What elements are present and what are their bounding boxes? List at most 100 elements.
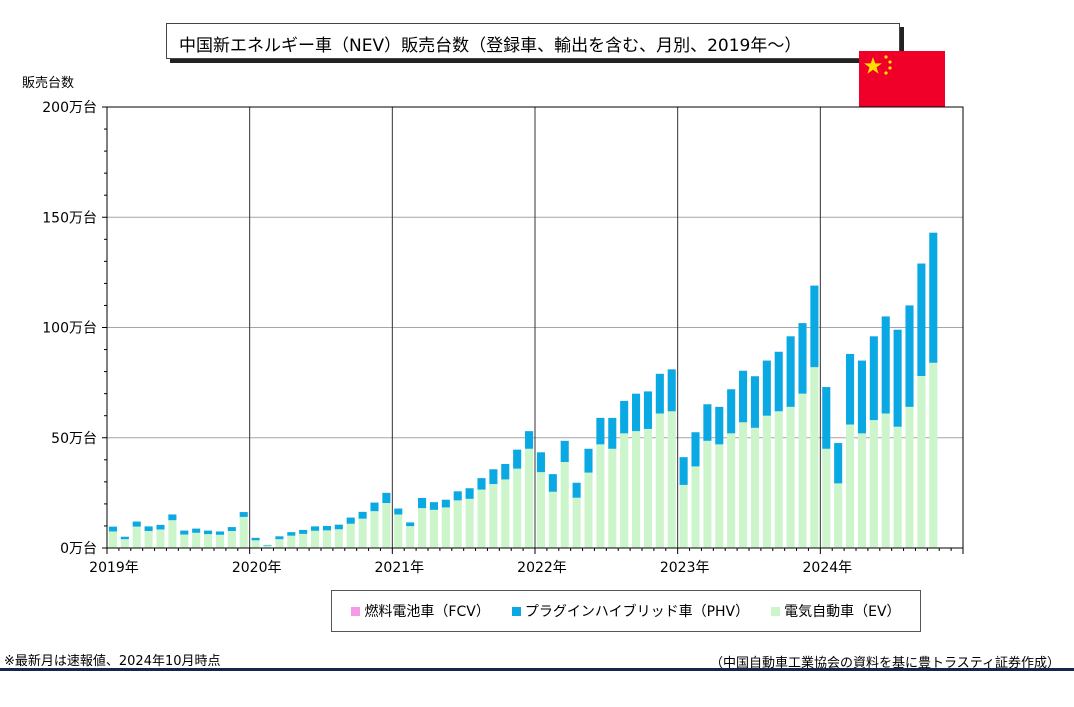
bar-phv-2019-12 (239, 512, 248, 517)
legend-label-ev: 電気自動車（EV） (784, 604, 901, 620)
y-tick-label: 200万台 (42, 100, 97, 116)
bar-phv-2019-10 (215, 531, 224, 535)
bar-phv-2024-01 (822, 387, 831, 449)
bar-ev-2021-02 (406, 526, 415, 548)
bar-phv-2020-11 (370, 502, 379, 512)
bar-ev-2020-11 (370, 511, 379, 548)
bar-phv-2020-03 (275, 536, 284, 540)
bar-phv-2020-01 (251, 537, 260, 541)
legend-label-fcv: 燃料電池車（FCV） (364, 604, 490, 620)
bar-ev-2019-12 (239, 516, 248, 548)
chart-title: 中国新エネルギー車（NEV）販売台数（登録車、輸出を含む、月別、2019年～） (179, 36, 802, 56)
bar-phv-2023-06 (739, 370, 748, 423)
bar-ev-2019-08 (192, 532, 201, 548)
bar-phv-2024-04 (857, 360, 866, 434)
bar-ev-2021-08 (477, 489, 486, 548)
bar-phv-2023-05 (727, 389, 736, 434)
bar-phv-2022-02 (548, 474, 557, 492)
legend-item-fcv: 燃料電池車（FCV） (351, 601, 490, 621)
bar-ev-2021-07 (465, 498, 474, 548)
bar-ev-2023-05 (727, 433, 736, 548)
x-year-label: 2021年 (375, 560, 425, 576)
legend-swatch-fcv (351, 606, 361, 616)
bar-phv-2021-08 (477, 478, 486, 490)
bar-ev-2022-03 (560, 462, 569, 548)
bar-phv-2023-03 (703, 404, 712, 441)
bar-phv-2023-07 (750, 376, 759, 428)
chart-legend: 燃料電池車（FCV） プラグインハイブリッド車（PHV） 電気自動車（EV） (331, 590, 921, 632)
bar-phv-2020-04 (287, 532, 296, 536)
bar-phv-2019-03 (132, 521, 141, 527)
bar-ev-2020-08 (334, 529, 343, 548)
bar-ev-2022-08 (620, 433, 629, 548)
bar-phv-2023-08 (762, 360, 771, 416)
bar-ev-2020-06 (311, 530, 320, 548)
x-year-label: 2024年 (803, 560, 853, 576)
bar-phv-2020-08 (334, 524, 343, 530)
bar-phv-2019-04 (144, 526, 153, 532)
bar-phv-2022-03 (560, 440, 569, 463)
bar-ev-2020-02 (263, 545, 272, 548)
bar-ev-2020-09 (346, 523, 355, 548)
bar-phv-2024-10 (929, 232, 938, 363)
bar-phv-2019-08 (192, 528, 201, 533)
bar-ev-2020-01 (251, 540, 260, 548)
bar-ev-2024-01 (822, 448, 831, 548)
bar-ev-2024-06 (881, 413, 890, 548)
bar-ev-2021-04 (429, 509, 438, 548)
bar-phv-2020-09 (346, 517, 355, 524)
bar-ev-2022-02 (548, 491, 557, 548)
bar-ev-2020-07 (322, 530, 331, 548)
bar-phv-2022-08 (620, 400, 629, 434)
bar-phv-2023-10 (786, 336, 795, 407)
bar-phv-2019-02 (120, 536, 129, 540)
legend-item-phv: プラグインハイブリッド車（PHV） (511, 601, 749, 621)
bar-ev-2021-10 (501, 479, 510, 548)
bar-ev-2024-04 (857, 433, 866, 548)
footnote: ※最新月は速報値、2024年10月時点 (4, 654, 221, 669)
bar-phv-2021-04 (429, 502, 438, 510)
bar-phv-2022-12 (667, 369, 676, 412)
bar-phv-2024-09 (917, 263, 926, 377)
bar-phv-2019-09 (204, 530, 213, 535)
bar-ev-2023-07 (750, 427, 759, 548)
bar-ev-2019-11 (227, 531, 236, 548)
x-year-label: 2023年 (660, 560, 710, 576)
bar-ev-2022-04 (572, 497, 581, 548)
bar-ev-2022-09 (632, 431, 641, 548)
y-tick-label: 50万台 (51, 431, 97, 447)
bar-phv-2022-01 (536, 452, 545, 473)
x-year-label: 2022年 (517, 560, 567, 576)
bar-phv-2023-02 (691, 432, 700, 467)
bar-phv-2022-09 (632, 393, 641, 432)
bar-phv-2024-03 (846, 353, 855, 425)
bar-ev-2023-03 (703, 440, 712, 548)
y-tick-label: 0万台 (60, 541, 97, 557)
bar-phv-2020-07 (322, 525, 331, 531)
bar-ev-2024-08 (905, 406, 914, 548)
bar-phv-2019-05 (156, 524, 165, 530)
bar-phv-2020-10 (358, 511, 367, 519)
legend-swatch-ev (771, 606, 781, 616)
china-flag-icon (859, 51, 945, 113)
bar-phv-2019-01 (108, 526, 117, 532)
bar-phv-2023-04 (715, 406, 724, 445)
bar-phv-2021-06 (453, 491, 462, 501)
bar-ev-2020-03 (275, 539, 284, 548)
bar-phv-2023-01 (679, 457, 688, 485)
bar-ev-2022-07 (608, 448, 617, 548)
bar-ev-2020-12 (382, 503, 391, 548)
bar-phv-2024-05 (869, 336, 878, 421)
bar-ev-2023-10 (786, 406, 795, 548)
bar-phv-2022-10 (643, 391, 652, 429)
bar-ev-2019-10 (215, 534, 224, 548)
bar-phv-2024-02 (834, 443, 843, 484)
bar-phv-2022-06 (596, 417, 605, 445)
bar-ev-2019-01 (108, 531, 117, 548)
bar-ev-2022-06 (596, 444, 605, 548)
bar-phv-2019-07 (180, 530, 189, 535)
bar-ev-2022-12 (667, 411, 676, 548)
bar-ev-2024-02 (834, 483, 843, 548)
bar-phv-2024-06 (881, 316, 890, 414)
bar-phv-2021-05 (441, 499, 450, 508)
